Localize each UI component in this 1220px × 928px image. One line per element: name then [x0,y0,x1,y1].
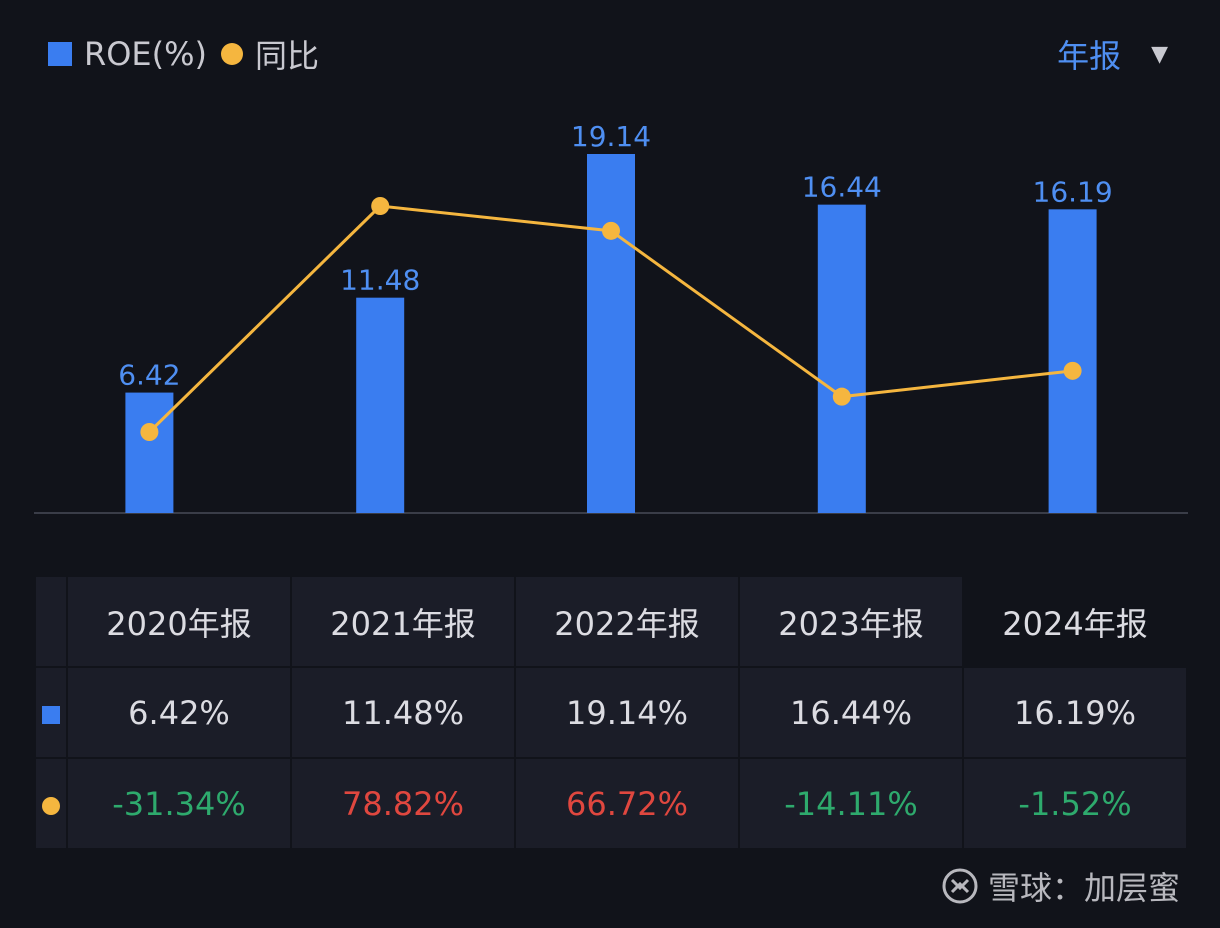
roe-chart: 6.42 11.48 19.14 16.44 16.19 [34,120,1188,514]
bar-4 [1048,209,1097,513]
yoy-point-3 [832,387,851,406]
legend-bar-swatch [48,42,72,66]
roe-cell: 16.44% [738,666,964,759]
bar-0 [125,392,174,513]
table-header-cell: 2021年报 [290,575,516,668]
yoy-row-marker [34,757,68,850]
chart-legend: ROE(%) 同比 [48,30,319,78]
roe-cell: 11.48% [290,666,516,759]
legend-bar-label: ROE(%) [84,35,208,73]
bar-value-label-1: 11.48 [340,264,420,297]
roe-row-marker [34,666,68,759]
watermark: 雪球：加层蜜 [942,864,1180,908]
yoy-point-0 [140,423,159,441]
roe-cell: 6.42% [66,666,292,759]
table-header-row: 2020年报 2021年报 2022年报 2023年报 2024年报 [34,575,1188,668]
chevron-down-icon: ▼ [1151,41,1168,67]
table-row-yoy: -31.34% 78.82% 66.72% -14.11% -1.52% [34,757,1188,850]
table-header-cell: 2020年报 [66,575,292,668]
yoy-cell: -1.52% [962,757,1188,850]
watermark-text: 雪球：加层蜜 [987,869,1180,907]
bar-value-label-3: 16.44 [802,171,882,204]
data-table: 2020年报 2021年报 2022年报 2023年报 2024年报 6.42%… [34,575,1188,850]
table-header-cell: 2024年报 [962,575,1188,668]
table-corner-cell [34,575,68,668]
square-icon [42,705,60,724]
bar-value-label-0: 6.42 [118,359,180,392]
yoy-cell: 66.72% [514,757,740,850]
table-header-cell: 2022年报 [514,575,740,668]
roe-cell: 19.14% [514,666,740,759]
period-selector-label: 年报 [1057,37,1122,75]
legend-line-swatch [221,43,244,65]
yoy-point-2 [602,221,620,240]
bar-2 [587,154,635,513]
bar-value-label-4: 16.19 [1033,175,1113,208]
circle-icon [42,796,60,815]
bar-3 [817,204,866,513]
yoy-cell: 78.82% [290,757,516,850]
table-row-roe: 6.42% 11.48% 19.14% 16.44% 16.19% [34,666,1188,759]
period-selector[interactable]: 年报 ▼ [1057,30,1168,78]
legend-line-label: 同比 [255,37,320,75]
yoy-cell: -31.34% [66,757,292,850]
yoy-cell: -14.11% [738,757,964,850]
snowball-logo-icon [942,868,978,904]
yoy-point-1 [371,197,390,215]
roe-cell: 16.19% [962,666,1188,759]
table-header-cell: 2023年报 [738,575,964,668]
yoy-point-4 [1063,361,1082,380]
bar-value-label-2: 19.14 [571,120,651,153]
bar-1 [356,297,405,513]
